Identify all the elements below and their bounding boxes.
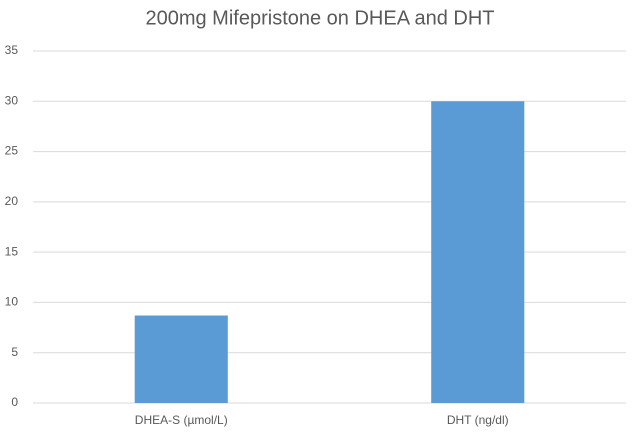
y-tick-label: 25 xyxy=(5,144,19,158)
y-tick-label: 35 xyxy=(5,43,19,57)
bar xyxy=(431,101,525,404)
y-tick-label: 5 xyxy=(11,345,18,359)
y-tick-label: 30 xyxy=(5,93,19,107)
y-tick-label: 10 xyxy=(5,295,19,309)
y-tick-label: 20 xyxy=(5,194,19,208)
bar xyxy=(134,315,228,403)
chart-title: 200mg Mifepristone on DHEA and DHT xyxy=(145,7,494,29)
y-tick-label: 15 xyxy=(5,244,19,258)
x-tick-label: DHEA-S (µmol/L) xyxy=(135,413,228,427)
x-tick-label: DHT (ng/dl) xyxy=(447,413,509,427)
y-tick-label: 0 xyxy=(11,395,18,409)
